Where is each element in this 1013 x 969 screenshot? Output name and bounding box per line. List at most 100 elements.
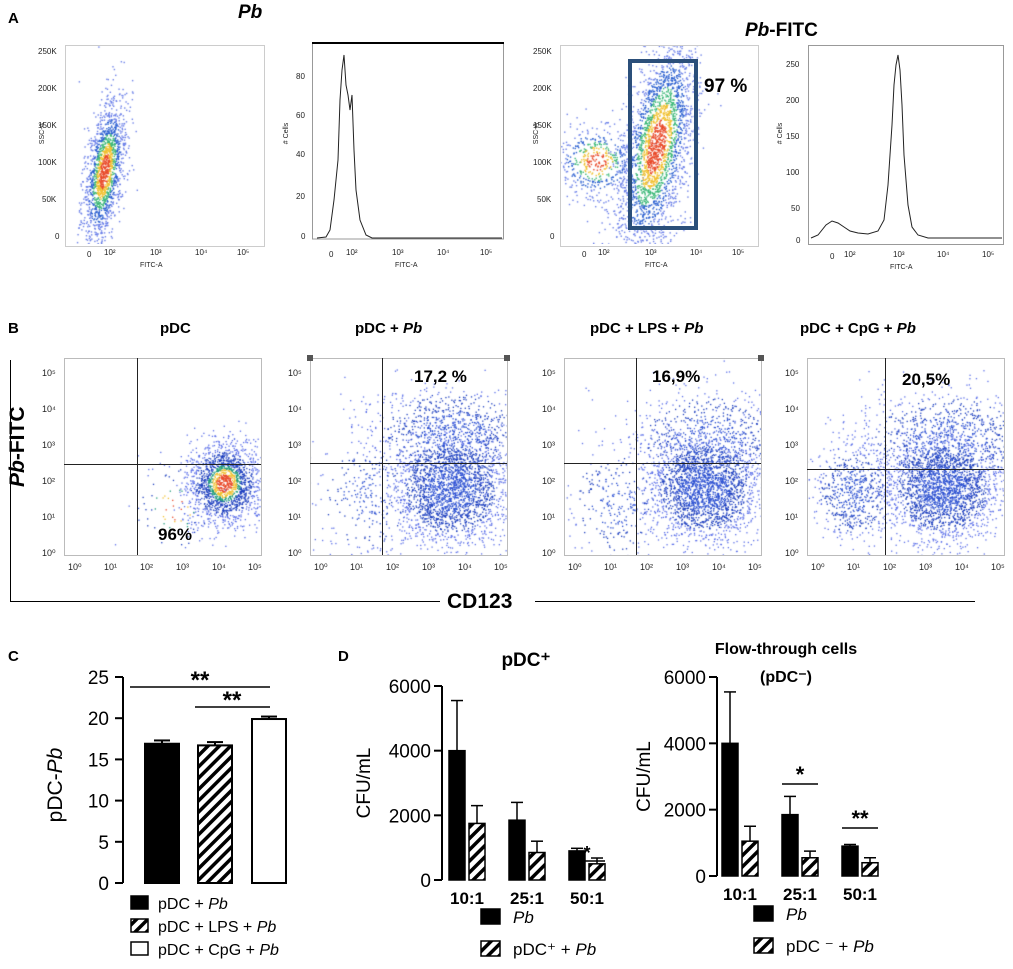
panel-a-title-pb: Pb: [238, 2, 263, 23]
a3-gate-percent: 97 %: [704, 76, 748, 97]
panel-d-left-chart: 0 2000 4000 6000 CFU/mL pDC⁺ 10:1 25:1 50:1 * Pb pD…: [354, 650, 606, 959]
a3-ytick: 250K: [533, 47, 552, 56]
b4-ytick: 10⁵: [785, 368, 799, 378]
c-ytick-label: 25: [88, 668, 109, 689]
b2-ytick: 10¹: [288, 512, 302, 522]
d-ylabel: CFU/mL: [634, 741, 655, 812]
c-ytick-label: 10: [88, 792, 109, 813]
b1-xtick: 10⁵: [248, 562, 262, 572]
b1-xtick: 10³: [176, 562, 190, 572]
b3-ytick: 10²: [542, 476, 556, 486]
a3-ytick: 50K: [537, 195, 552, 204]
panel-b-title-3: pDC + LPS + Pb: [590, 320, 704, 337]
panel-b-title-1: pDC: [160, 320, 191, 337]
b3-quad-h: [564, 463, 761, 464]
b3-xtick: 10⁵: [748, 562, 762, 572]
b2-xtick: 10⁰: [314, 562, 328, 572]
d-ylabel: CFU/mL: [354, 748, 375, 819]
b1-quad-h: [64, 464, 261, 465]
a4-ylabel: # Cells: [777, 122, 785, 145]
c-sig-bottom: **: [223, 687, 242, 714]
b1-xtick: 10⁰: [68, 562, 82, 572]
b2-ytick: 10⁵: [288, 368, 302, 378]
b1-percent: 96%: [158, 525, 193, 544]
d-bar: [528, 851, 546, 881]
d-bar: [721, 742, 739, 877]
a3-xtick: 0: [582, 250, 587, 259]
a2-xtick: 10⁴: [437, 248, 450, 257]
a3-xtick: 10⁴: [690, 248, 703, 257]
d-title: pDC⁺: [501, 650, 550, 671]
a3-xtick: 10⁵: [732, 248, 745, 257]
a3-scatter-dots: [561, 46, 756, 244]
a3-gate-box: [628, 59, 698, 230]
b3-xtick: 10⁰: [568, 562, 582, 572]
b2-xtick: 10⁵: [494, 562, 508, 572]
b4-percent: 20,5%: [902, 370, 951, 389]
a2-xtick: 10⁵: [480, 248, 493, 257]
panel-b-title-4: pDC + CpG + Pb: [800, 320, 916, 337]
d-bar: [841, 845, 859, 877]
b4-ytick: 10⁰: [785, 548, 799, 558]
c-ylabel: pDC-Pb: [44, 747, 67, 822]
a3-ytick: 150K: [533, 121, 552, 130]
b4-xtick: 10⁴: [955, 562, 969, 572]
b4-ytick: 10³: [785, 440, 799, 450]
d-bar: [741, 840, 759, 877]
d-legend-swatch: [480, 940, 501, 957]
b3-ytick: 10⁴: [542, 404, 556, 414]
c-legend-swatch: [130, 941, 149, 956]
d-xtick-label: 50:1: [570, 889, 604, 908]
a4-xtick: 10⁴: [937, 250, 950, 259]
c-legend-label: pDC + LPS + Pb: [158, 919, 276, 936]
d-bar: [861, 861, 879, 877]
d-ytick-label: 6000: [389, 677, 431, 698]
b1-scatter-dots: [64, 358, 262, 556]
a2-xtick: 10²: [346, 248, 358, 257]
a2-xtick: 0: [329, 250, 334, 259]
b2-percent: 17,2 %: [414, 367, 467, 386]
d-title: Flow-through cells: [715, 641, 857, 658]
panel-a-title-pbfitc: Pb-FITC: [745, 20, 818, 41]
d-bar: [508, 819, 526, 881]
b2-corner-handle: [504, 355, 510, 361]
d-subtitle: (pDC⁻): [760, 669, 812, 686]
b3-ytick: 10¹: [542, 512, 556, 522]
panel-b-letter: B: [8, 320, 19, 337]
panel-c-letter: C: [8, 648, 19, 665]
b3-ytick: 10⁵: [542, 368, 556, 378]
d-xtick-label: 25:1: [510, 889, 544, 908]
d-legend-label: pDC ⁻ + Pb: [786, 937, 874, 956]
a4-ytick: 150: [786, 132, 800, 141]
b2-quad-v: [382, 358, 383, 555]
b2-xtick: 10³: [422, 562, 436, 572]
a1-ytick: 0: [55, 232, 60, 241]
d-legend-swatch: [753, 905, 774, 922]
d-ytick-label: 4000: [664, 734, 706, 755]
b4-xtick: 10⁰: [811, 562, 825, 572]
a3-ytick: 100K: [533, 158, 552, 167]
a1-xtick: 10⁴: [195, 248, 208, 257]
b2-quad-h: [310, 463, 507, 464]
b4-quad-v: [885, 358, 886, 555]
b3-ytick: 10⁰: [542, 548, 556, 558]
a4-xtick: 10⁵: [982, 250, 995, 259]
a2-ytick: 0: [301, 232, 306, 241]
b4-scatter-dots: [807, 358, 1005, 556]
b1-xtick: 10²: [140, 562, 154, 572]
a1-ytick: 50K: [42, 195, 57, 204]
panel-b-bottom-rule-left: [10, 601, 440, 602]
a4-ytick: 200: [786, 96, 800, 105]
a1-xtick: 10³: [150, 248, 162, 257]
panel-b-left-rule: [10, 360, 11, 602]
b2-ytick: 10³: [288, 440, 302, 450]
d-xtick-label: 50:1: [843, 885, 877, 904]
b1-ytick: 10⁴: [42, 404, 56, 414]
d-legend-swatch: [753, 937, 774, 954]
a1-ytick: 150K: [38, 121, 57, 130]
a4-xtick: 10²: [844, 250, 856, 259]
a1-xtick: 10²: [104, 248, 116, 257]
d-ytick-label: 0: [420, 871, 431, 892]
b3-corner-handle: [758, 355, 764, 361]
b2-xtick: 10²: [386, 562, 400, 572]
